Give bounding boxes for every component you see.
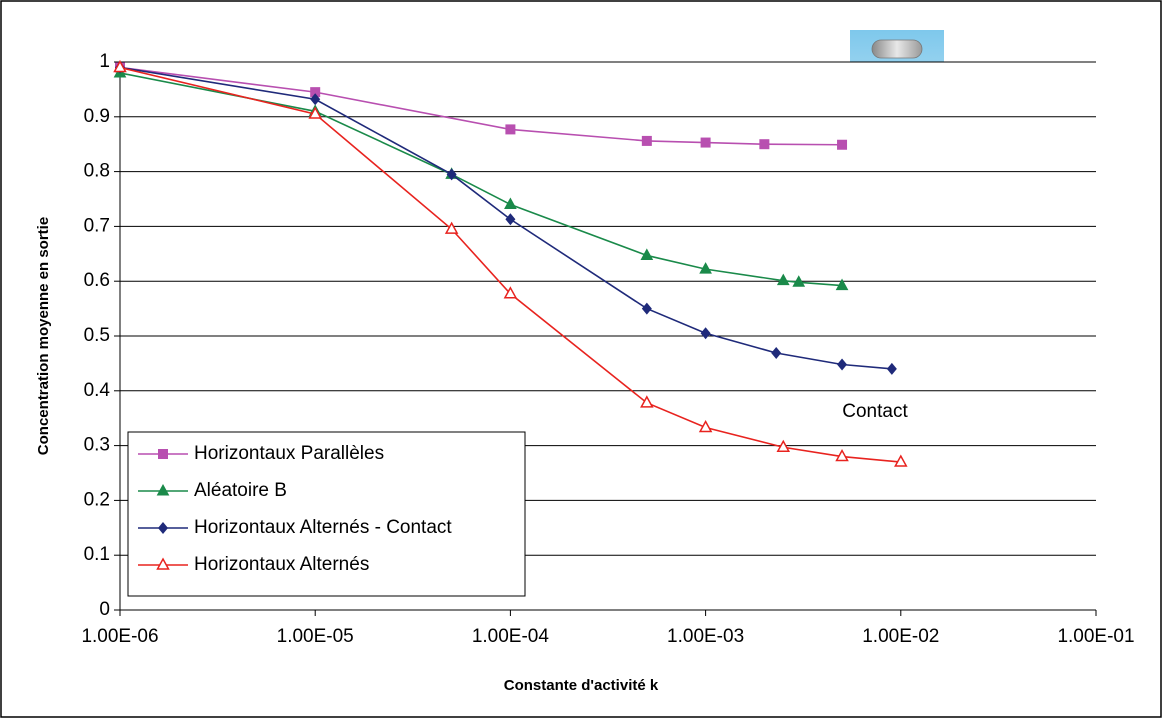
marker xyxy=(894,454,908,467)
x-axis-label: Constante d'activité k xyxy=(504,677,659,694)
marker xyxy=(641,135,652,146)
y-axis-label: Concentration moyenne en sortie xyxy=(35,217,52,455)
marker xyxy=(504,197,517,209)
x-tick-label: 1.00E-04 xyxy=(472,626,550,647)
marker xyxy=(446,168,457,181)
marker xyxy=(444,221,459,234)
marker xyxy=(503,286,518,299)
marker xyxy=(759,139,770,150)
marker xyxy=(640,395,654,408)
annotation-bg xyxy=(836,397,915,427)
y-tick-label: 0.1 xyxy=(84,544,110,565)
marker xyxy=(837,139,848,150)
y-tick-label: 0 xyxy=(99,599,110,620)
marker xyxy=(158,449,168,459)
marker xyxy=(505,124,516,135)
marker xyxy=(700,327,711,340)
x-tick-label: 1.00E-02 xyxy=(862,626,939,647)
marker xyxy=(792,275,806,287)
legend-label: Aléatoire B xyxy=(194,480,287,501)
y-tick-label: 0.6 xyxy=(84,270,110,291)
y-tick-label: 0.7 xyxy=(84,215,110,236)
legend-label: Horizontaux Alternés - Contact xyxy=(194,517,452,538)
marker xyxy=(158,522,168,534)
marker xyxy=(776,273,790,286)
annotation: Contact xyxy=(842,401,908,422)
x-tick-label: 1.00E-01 xyxy=(1057,626,1134,647)
y-tick-label: 0.9 xyxy=(84,106,110,127)
marker xyxy=(699,262,712,274)
y-tick-label: 0.2 xyxy=(84,489,110,510)
y-tick-label: 0.4 xyxy=(84,380,111,401)
marker xyxy=(886,362,897,375)
marker xyxy=(835,449,849,462)
y-tick-label: 0.3 xyxy=(84,435,110,456)
marker xyxy=(771,346,782,359)
marker xyxy=(156,557,170,570)
marker xyxy=(308,106,322,119)
marker xyxy=(837,358,848,371)
y-tick-label: 0.8 xyxy=(84,161,110,182)
x-tick-label: 1.00E-05 xyxy=(277,626,354,647)
marker xyxy=(835,278,849,291)
marker xyxy=(698,419,713,433)
marker xyxy=(156,483,170,496)
marker xyxy=(776,439,791,452)
marker xyxy=(310,93,321,106)
marker xyxy=(700,137,711,148)
legend-label: Horizontaux Parallèles xyxy=(194,443,384,464)
x-tick-label: 1.00E-03 xyxy=(667,626,744,647)
marker xyxy=(640,248,654,260)
legend xyxy=(127,431,526,597)
x-tick-label: 1.00E-06 xyxy=(81,626,158,647)
marker xyxy=(113,59,127,73)
marker xyxy=(310,87,321,98)
legend-label: Horizontaux Alternés xyxy=(194,554,369,575)
marker xyxy=(641,302,652,315)
marker xyxy=(505,213,516,226)
y-tick-label: 1 xyxy=(99,51,110,72)
y-tick-label: 0.5 xyxy=(84,325,110,346)
